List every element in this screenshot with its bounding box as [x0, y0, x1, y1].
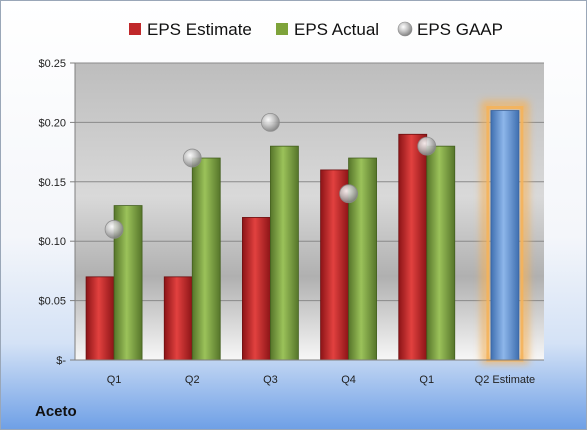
bar-eps-estimate — [85, 276, 115, 361]
marker-eps-gaap — [417, 136, 437, 156]
legend-label: EPS Estimate — [147, 20, 252, 39]
y-tick-label: $0.15 — [38, 177, 66, 189]
bar-eps-estimate — [242, 217, 271, 361]
legend-label: EPS Actual — [294, 20, 379, 39]
marker-eps-gaap — [339, 184, 358, 204]
y-tick-label: $- — [56, 355, 66, 367]
legend-swatch — [276, 23, 288, 35]
legend-label: EPS GAAP — [417, 20, 503, 39]
legend-swatch — [397, 21, 413, 37]
x-tick-label: Q2 — [185, 374, 200, 386]
bar-eps-actual — [426, 145, 456, 361]
company-name: Aceto — [35, 403, 77, 420]
bar-eps-actual — [270, 145, 299, 361]
y-tick-label: $0.25 — [38, 58, 66, 70]
y-tick-label: $0.10 — [38, 236, 66, 248]
plot-area — [75, 63, 544, 360]
x-tick-label: Q1 — [107, 374, 122, 386]
x-tick-label: Q2 Estimate — [475, 374, 536, 386]
bar-eps-actual — [191, 157, 221, 361]
y-tick-label: $0.05 — [38, 296, 66, 308]
marker-eps-gaap — [261, 113, 280, 132]
x-tick-label: Q1 — [419, 374, 434, 386]
bar-eps-estimate — [398, 133, 428, 361]
marker-eps-gaap — [182, 148, 202, 168]
x-tick-label: Q3 — [263, 374, 278, 386]
legend-swatch — [129, 23, 141, 35]
bar-q2-estimate — [490, 110, 520, 361]
marker-eps-gaap — [104, 219, 124, 239]
x-tick-label: Q4 — [341, 374, 356, 386]
y-tick-label: $0.20 — [38, 117, 66, 129]
bar-eps-estimate — [163, 276, 193, 361]
